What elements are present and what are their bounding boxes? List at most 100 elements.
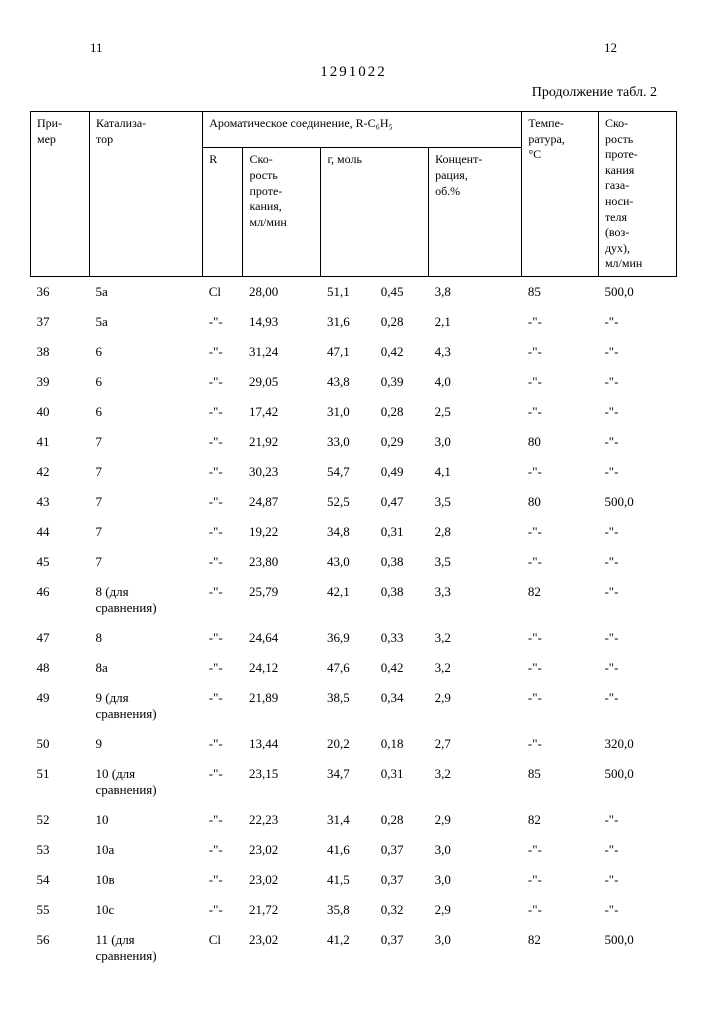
cell-temp: -"-: [522, 367, 599, 397]
cell-mol: 0,34: [375, 683, 429, 729]
cell-conc: 4,3: [429, 337, 522, 367]
cell-mol: 0,47: [375, 487, 429, 517]
cell-example: 45: [31, 547, 90, 577]
cell-g: 47,1: [321, 337, 375, 367]
cell-flow: -"-: [598, 805, 676, 835]
table-body: 365аCl28,0051,10,453,885500,0375а-"-14,9…: [31, 276, 677, 971]
cell-temp: 82: [522, 577, 599, 623]
cell-mol: 0,28: [375, 307, 429, 337]
cell-conc: 2,9: [429, 683, 522, 729]
table-row: 5510с-"-21,7235,80,322,9-"--"-: [31, 895, 677, 925]
table-row: 5410в-"-23,0241,50,373,0-"--"-: [31, 865, 677, 895]
cell-conc: 3,0: [429, 925, 522, 971]
col-catalyst: Катализа-тор: [89, 112, 202, 277]
cell-catalyst: 10в: [89, 865, 202, 895]
cell-r: -"-: [203, 683, 243, 729]
table-row: 396-"-29,0543,80,394,0-"--"-: [31, 367, 677, 397]
cell-example: 38: [31, 337, 90, 367]
cell-catalyst: 7: [89, 487, 202, 517]
table-row: 365аCl28,0051,10,453,885500,0: [31, 277, 677, 307]
cell-rate: 23,15: [243, 759, 321, 805]
cell-rate: 23,02: [243, 835, 321, 865]
cell-catalyst: 5а: [89, 277, 202, 307]
table-row: 478-"-24,6436,90,333,2-"--"-: [31, 623, 677, 653]
cell-rate: 22,23: [243, 805, 321, 835]
cell-r: -"-: [203, 547, 243, 577]
cell-mol: 0,33: [375, 623, 429, 653]
cell-r: -"-: [203, 307, 243, 337]
cell-rate: 17,42: [243, 397, 321, 427]
cell-rate: 19,22: [243, 517, 321, 547]
cell-example: 49: [31, 683, 90, 729]
cell-catalyst: 10 (длясравнения): [89, 759, 202, 805]
cell-r: -"-: [203, 577, 243, 623]
cell-conc: 3,2: [429, 653, 522, 683]
cell-g: 20,2: [321, 729, 375, 759]
cell-flow: -"-: [598, 895, 676, 925]
cell-catalyst: 7: [89, 547, 202, 577]
cell-rate: 24,12: [243, 653, 321, 683]
col-g-mol: г, моль: [321, 148, 429, 277]
cell-r: -"-: [203, 623, 243, 653]
cell-flow: 320,0: [598, 729, 676, 759]
page-header: 11 12: [90, 40, 617, 56]
cell-flow: -"-: [598, 865, 676, 895]
cell-temp: 82: [522, 925, 599, 971]
cell-flow: -"-: [598, 337, 676, 367]
cell-r: -"-: [203, 397, 243, 427]
cell-r: -"-: [203, 487, 243, 517]
table-row: 427-"-30,2354,70,494,1-"--"-: [31, 457, 677, 487]
cell-flow: -"-: [598, 427, 676, 457]
cell-example: 50: [31, 729, 90, 759]
cell-conc: 3,2: [429, 759, 522, 805]
table-row: 386-"-31,2447,10,424,3-"--"-: [31, 337, 677, 367]
cell-g: 31,6: [321, 307, 375, 337]
cell-conc: 2,9: [429, 805, 522, 835]
cell-catalyst: 11 (длясравнения): [89, 925, 202, 971]
cell-mol: 0,31: [375, 759, 429, 805]
cell-r: -"-: [203, 653, 243, 683]
cell-example: 52: [31, 805, 90, 835]
cell-mol: 0,37: [375, 925, 429, 971]
cell-temp: 85: [522, 759, 599, 805]
cell-g: 38,5: [321, 683, 375, 729]
table-row: 437-"-24,8752,50,473,580500,0: [31, 487, 677, 517]
cell-g: 41,2: [321, 925, 375, 971]
cell-rate: 14,93: [243, 307, 321, 337]
col-flow-rate: Ско-ростьпроте-кания,мл/мин: [243, 148, 321, 277]
cell-r: -"-: [203, 835, 243, 865]
cell-temp: -"-: [522, 457, 599, 487]
cell-rate: 13,44: [243, 729, 321, 759]
cell-mol: 0,31: [375, 517, 429, 547]
cell-r: -"-: [203, 367, 243, 397]
cell-rate: 29,05: [243, 367, 321, 397]
cell-conc: 3,5: [429, 487, 522, 517]
cell-rate: 21,72: [243, 895, 321, 925]
cell-flow: 500,0: [598, 759, 676, 805]
cell-mol: 0,18: [375, 729, 429, 759]
cell-flow: -"-: [598, 683, 676, 729]
cell-example: 41: [31, 427, 90, 457]
cell-rate: 24,64: [243, 623, 321, 653]
cell-r: -"-: [203, 337, 243, 367]
cell-flow: -"-: [598, 397, 676, 427]
cell-temp: -"-: [522, 653, 599, 683]
cell-temp: -"-: [522, 337, 599, 367]
table-row: 488а-"-24,1247,60,423,2-"--"-: [31, 653, 677, 683]
cell-example: 36: [31, 277, 90, 307]
cell-mol: 0,49: [375, 457, 429, 487]
cell-r: -"-: [203, 865, 243, 895]
cell-example: 48: [31, 653, 90, 683]
cell-flow: -"-: [598, 547, 676, 577]
cell-catalyst: 9: [89, 729, 202, 759]
cell-temp: -"-: [522, 835, 599, 865]
left-page-number: 11: [90, 40, 103, 56]
cell-g: 47,6: [321, 653, 375, 683]
cell-temp: -"-: [522, 683, 599, 729]
table-row: 499 (длясравнения)-"-21,8938,50,342,9-"-…: [31, 683, 677, 729]
cell-example: 46: [31, 577, 90, 623]
cell-example: 54: [31, 865, 90, 895]
cell-rate: 25,79: [243, 577, 321, 623]
cell-r: -"-: [203, 457, 243, 487]
cell-g: 43,0: [321, 547, 375, 577]
